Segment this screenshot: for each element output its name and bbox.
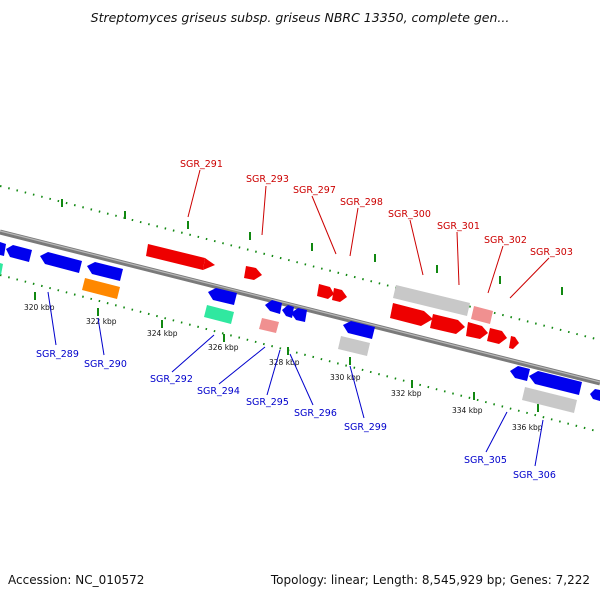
upper-tick-track — [0, 185, 600, 341]
gene-sgr-306[interactable] — [522, 387, 577, 413]
gene-forward-lower-2[interactable] — [430, 314, 465, 334]
gene-label[interactable]: SGR_298 — [340, 197, 383, 208]
gene-label[interactable]: SGR_296 — [294, 408, 337, 419]
gene-sgr-297[interactable] — [317, 284, 334, 299]
forward-genes — [146, 244, 519, 349]
top-leader-lines — [187, 169, 550, 299]
gene-right-edge[interactable] — [590, 389, 600, 401]
gene-sgr-295b[interactable] — [282, 305, 294, 318]
gene-sgr-289-block[interactable] — [6, 245, 32, 262]
gene-label[interactable]: SGR_291 — [180, 159, 223, 170]
gene-sgr-289[interactable] — [40, 252, 82, 273]
gene-label[interactable]: SGR_292 — [150, 374, 193, 385]
gene-label[interactable]: SGR_300 — [388, 209, 431, 220]
gene-forward-lower-1[interactable] — [390, 303, 433, 326]
gene-left-edge[interactable] — [0, 242, 6, 256]
gene-sgr-300[interactable] — [393, 285, 470, 316]
gene-sgr-306-rev[interactable] — [529, 371, 582, 395]
gene-label[interactable]: SGR_293 — [246, 174, 289, 185]
scale-label: 326 kbp — [208, 343, 239, 352]
gene-sgr-294[interactable] — [259, 318, 279, 333]
gene-label[interactable]: SGR_289 — [36, 349, 79, 360]
gene-label[interactable]: SGR_302 — [484, 235, 527, 246]
gene-label[interactable]: SGR_290 — [84, 359, 127, 370]
gene-sgr-299-rev[interactable] — [343, 321, 375, 339]
genome-summary: Topology: linear; Length: 8,545,929 bp; … — [270, 573, 590, 587]
gene-rev-mid-1[interactable] — [208, 288, 237, 305]
gene-sgr-290[interactable] — [82, 278, 120, 299]
map-title: Streptomyces griseus subsp. griseus NBRC… — [90, 10, 510, 25]
lower-major-ticks — [34, 292, 539, 412]
gene-forward-lower-3[interactable] — [466, 322, 488, 339]
gene-label[interactable]: SGR_305 — [464, 455, 507, 466]
scale-label: 336 kbp — [512, 423, 543, 432]
scale-label: 322 kbp — [86, 317, 117, 326]
gene-sgr-301[interactable] — [471, 306, 493, 324]
gene-sgr-303[interactable] — [509, 336, 519, 349]
gene-sgr-295[interactable] — [265, 300, 282, 314]
gene-forward-lower-4[interactable] — [487, 328, 507, 344]
bottom-leader-lines — [47, 291, 544, 467]
gene-label[interactable]: SGR_297 — [293, 185, 336, 196]
gene-sgr-296[interactable] — [291, 308, 307, 322]
upper-major-ticks — [61, 199, 563, 295]
gene-label[interactable]: SGR_301 — [437, 221, 480, 232]
gene-sgr-290-rev[interactable] — [87, 262, 123, 281]
gene-sgr-291-head[interactable] — [203, 258, 215, 270]
gene-label[interactable]: SGR_295 — [246, 397, 289, 408]
top-gene-labels: SGR_291 SGR_293 SGR_297 SGR_298 SGR_300 … — [180, 159, 573, 258]
lower-tick-track — [0, 274, 600, 433]
gene-sgr-293[interactable] — [244, 266, 262, 280]
reverse-genes — [0, 242, 600, 413]
scale-label: 330 kbp — [330, 373, 361, 382]
scale-labels: 320 kbp 322 kbp 324 kbp 326 kbp 328 kbp … — [24, 303, 543, 432]
bottom-gene-labels: SGR_289 SGR_290 SGR_292 SGR_294 SGR_295 … — [36, 349, 556, 481]
chromosome-backbone — [0, 229, 600, 386]
gene-sgr-305[interactable] — [510, 366, 530, 381]
gene-label[interactable]: SGR_299 — [344, 422, 387, 433]
accession-label: Accession: NC_010572 — [8, 573, 145, 587]
scale-label: 328 kbp — [269, 358, 300, 367]
gene-label[interactable]: SGR_294 — [197, 386, 240, 397]
scale-label: 324 kbp — [147, 329, 178, 338]
gene-sgr-299[interactable] — [338, 336, 370, 356]
gene-sgr-292[interactable] — [204, 305, 234, 324]
gene-label[interactable]: SGR_303 — [530, 247, 573, 258]
scale-label: 332 kbp — [391, 389, 422, 398]
gene-sgr-298[interactable] — [332, 288, 347, 302]
gene-sgr-291[interactable] — [146, 244, 205, 270]
gene-label[interactable]: SGR_306 — [513, 470, 556, 481]
scale-label: 320 kbp — [24, 303, 55, 312]
gene-left-cyan[interactable] — [0, 263, 3, 275]
scale-label: 334 kbp — [452, 406, 483, 415]
